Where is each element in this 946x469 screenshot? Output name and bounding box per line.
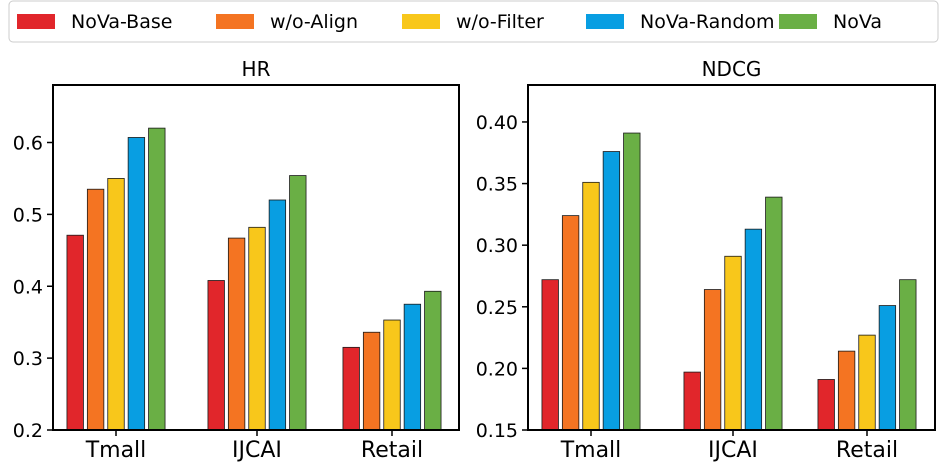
bar-hr-ijcai-nova-base: [207, 280, 225, 431]
bar-ndcg-tmall-w-o-filter: [582, 181, 600, 431]
ndcg-ytick-label: 0.35: [476, 174, 518, 196]
bar-hr-retail-nova-random: [403, 303, 422, 431]
bar-ndcg-tmall-nova-base: [541, 279, 559, 431]
bar-ndcg-tmall-nova: [623, 132, 641, 431]
legend-label-w-o-filter: w/o-Filter: [456, 11, 544, 33]
hr-category-retail: Retail: [361, 438, 423, 463]
legend-label-nova-random: NoVa-Random: [640, 11, 775, 33]
bar-hr-ijcai-w-o-align: [227, 237, 246, 431]
hr-ytick-label: 0.3: [13, 348, 43, 370]
ndcg-chart-title: NDCG: [702, 57, 762, 81]
bar-hr-tmall-nova-base: [66, 234, 84, 431]
bar-hr-ijcai-w-o-filter: [248, 226, 266, 431]
bar-hr-tmall-nova-random: [127, 137, 146, 431]
hr-axes-frame: [52, 84, 460, 431]
legend-label-nova: NoVa: [833, 11, 882, 33]
ndcg-ytick-label: 0.25: [476, 297, 518, 319]
bar-ndcg-retail-nova: [899, 279, 917, 431]
hr-ytick-label: 0.2: [13, 420, 43, 442]
hr-ytick-label: 0.6: [13, 133, 43, 155]
hr-chart: HR 0.2 0.3 0.4 0.5 0.6 Tmall IJCAI Retail: [13, 57, 460, 463]
ndcg-axes-frame: [527, 84, 936, 431]
hr-category-tmall: Tmall: [85, 438, 147, 463]
legend-swatch-w-o-align: [216, 14, 254, 29]
bar-hr-retail-w-o-filter: [383, 319, 401, 431]
legend-swatch-w-o-filter: [402, 14, 440, 29]
ndcg-category-ijcai: IJCAI: [708, 438, 758, 463]
ndcg-ytick-label: 0.40: [476, 112, 518, 134]
hr-ytick-label: 0.5: [13, 204, 43, 226]
bar-ndcg-retail-w-o-filter: [858, 334, 876, 431]
legend: NoVa-Base w/o-Align w/o-Filter NoVa-Random N…: [8, 0, 939, 43]
bar-hr-ijcai-nova-random: [268, 199, 287, 431]
bar-ndcg-ijcai-nova-random: [744, 228, 763, 431]
bar-hr-retail-nova: [424, 290, 442, 431]
bar-hr-ijcai-nova: [289, 175, 307, 431]
bar-ndcg-retail-nova-base: [817, 379, 835, 431]
bar-ndcg-retail-w-o-align: [837, 350, 856, 431]
bar-ndcg-ijcai-w-o-filter: [724, 255, 742, 431]
bar-hr-retail-nova-base: [342, 346, 360, 431]
ndcg-category-retail: Retail: [836, 438, 898, 463]
legend-swatch-nova-random: [586, 14, 624, 29]
bar-ndcg-ijcai-nova: [765, 196, 783, 431]
ndcg-ytick-label: 0.15: [476, 420, 518, 442]
bar-hr-retail-w-o-align: [362, 331, 381, 431]
legend-swatch-nova-base: [17, 14, 55, 29]
hr-ytick-label: 0.4: [13, 276, 43, 298]
ndcg-chart: NDCG 0.15 0.20 0.25 0.30 0.35 0.40 Tmall IJCAI Re…: [476, 57, 936, 463]
bar-ndcg-tmall-w-o-align: [561, 215, 580, 431]
ndcg-ytick-label: 0.30: [476, 235, 518, 257]
ndcg-category-tmall: Tmall: [560, 438, 622, 463]
legend-label-nova-base: NoVa-Base: [71, 11, 172, 33]
legend-frame: [8, 0, 939, 43]
legend-label-w-o-align: w/o-Align: [270, 11, 358, 33]
bar-ndcg-ijcai-nova-base: [683, 371, 701, 431]
bar-ndcg-tmall-nova-random: [602, 151, 621, 431]
bar-hr-tmall-nova: [148, 127, 166, 431]
bar-hr-tmall-w-o-filter: [107, 178, 125, 431]
hr-category-ijcai: IJCAI: [232, 438, 282, 463]
bar-ndcg-ijcai-w-o-align: [703, 289, 722, 431]
hr-chart-title: HR: [242, 57, 271, 81]
bar-ndcg-retail-nova-random: [878, 305, 897, 431]
legend-swatch-nova: [779, 14, 817, 29]
ndcg-ytick-label: 0.20: [476, 358, 518, 380]
bar-hr-tmall-w-o-align: [86, 188, 105, 431]
